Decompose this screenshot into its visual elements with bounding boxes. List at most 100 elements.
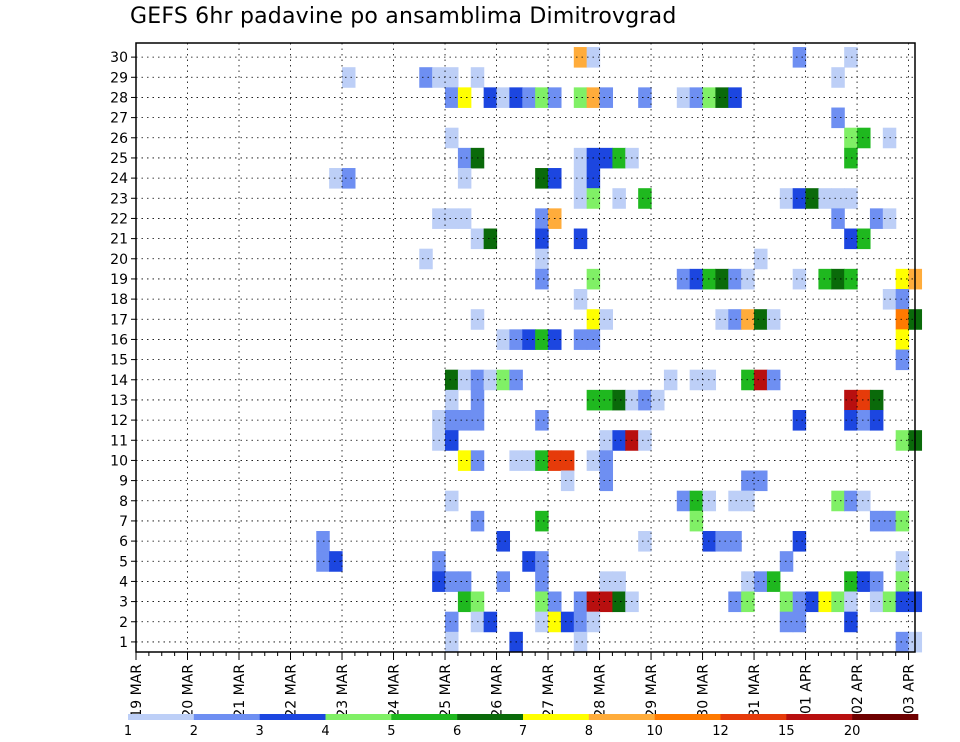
precip-cell: [522, 329, 536, 350]
precip-cell: [766, 309, 781, 330]
y-tick-label: 14: [110, 373, 128, 389]
precip-cell: [573, 47, 588, 68]
precip-cell: [869, 389, 884, 411]
precip-cell: [689, 268, 704, 290]
y-tick-label: 12: [110, 413, 128, 429]
precip-cell: [599, 430, 614, 451]
precip-cell: [844, 188, 858, 209]
y-tick-label: 6: [119, 534, 128, 550]
precip-cell: [728, 591, 742, 613]
precip-cell: [457, 168, 472, 189]
y-tick-label: 27: [110, 111, 128, 127]
precip-cell: [895, 551, 910, 572]
precip-cell: [612, 571, 626, 592]
precip-cell: [638, 188, 652, 209]
precip-cell: [573, 611, 588, 633]
precip-cell: [831, 107, 845, 129]
y-axis-ticks: 1234567891011121314151617181920212223242…: [110, 50, 136, 651]
precip-cell: [831, 188, 845, 209]
legend-label: 1: [124, 724, 132, 739]
precip-cell: [715, 268, 729, 290]
precip-cell: [457, 410, 472, 431]
y-tick-label: 11: [110, 433, 128, 449]
x-tick-label: 01 APR: [799, 664, 815, 714]
y-tick-label: 3: [119, 595, 128, 611]
precip-cell: [844, 410, 858, 431]
plot-frame: [135, 42, 916, 653]
precip-cell: [818, 268, 832, 290]
x-tick-label: 30 MAR: [696, 664, 712, 718]
precip-cell: [779, 591, 794, 613]
precip-cell: [535, 87, 549, 108]
precip-cell: [895, 329, 910, 350]
precip-cell: [844, 611, 858, 633]
legend-label: 2: [190, 724, 198, 739]
precip-cell: [457, 450, 472, 471]
precip-cell: [689, 490, 704, 512]
y-tick-label: 13: [110, 393, 128, 409]
precip-cell: [831, 67, 845, 88]
precip-cell: [535, 551, 549, 572]
precip-cell: [612, 389, 626, 411]
precip-cell: [445, 389, 459, 411]
precip-cell: [779, 188, 794, 209]
precip-cell: [560, 470, 575, 492]
precip-cell: [483, 228, 498, 250]
x-tick-label: 03 APR: [902, 664, 918, 714]
precip-cell: [599, 147, 614, 169]
y-tick-label: 26: [110, 131, 128, 147]
y-tick-label: 21: [110, 232, 128, 248]
x-axis-ticks: 19 MAR 20 MAR 21 MAR 22 MAR 23 MAR 24 MAR 25 M…: [129, 652, 918, 718]
precip-cell: [457, 87, 472, 108]
x-tick-label: 27 MAR: [541, 664, 557, 718]
precip-cell: [766, 369, 781, 391]
precip-cell: [792, 410, 807, 431]
precip-cell: [535, 208, 549, 229]
precip-cell: [766, 571, 781, 592]
y-tick-label: 9: [119, 474, 128, 490]
precip-cells: [316, 47, 923, 653]
legend-swatch: [391, 714, 458, 720]
legend-swatch: [193, 714, 260, 720]
precip-cell: [792, 268, 807, 290]
precip-cell: [638, 87, 652, 108]
precip-cell: [496, 369, 511, 391]
precip-cell: [676, 87, 691, 108]
precip-cell: [728, 490, 742, 512]
precip-cell: [857, 571, 871, 592]
precip-cell: [754, 248, 768, 270]
precip-cell: [895, 309, 910, 330]
legend-swatch: [852, 714, 919, 720]
precip-cell: [831, 208, 845, 229]
precip-cell: [522, 450, 536, 471]
precip-cell: [573, 329, 588, 350]
precip-cell: [805, 591, 820, 613]
legend-label: 10: [646, 724, 663, 739]
precip-cell: [792, 188, 807, 209]
precip-cell: [895, 349, 910, 371]
precip-cell: [457, 571, 472, 592]
legend-swatch: [786, 714, 853, 720]
precip-cell: [844, 228, 858, 250]
y-tick-label: 18: [110, 292, 128, 308]
grid-lines: [136, 43, 915, 652]
x-tick-label: 25 MAR: [438, 664, 454, 718]
y-tick-label: 5: [119, 554, 128, 570]
precip-cell: [651, 389, 665, 411]
precip-cell: [612, 591, 626, 613]
precip-cell: [844, 571, 858, 592]
x-tick-label: 22 MAR: [284, 664, 300, 718]
precip-cell: [535, 450, 549, 471]
precip-cell: [779, 551, 794, 572]
precip-cell: [844, 591, 858, 613]
legend-swatch: [128, 714, 195, 720]
precip-cell: [573, 289, 588, 310]
precip-cell: [754, 470, 768, 492]
precip-cell: [831, 268, 845, 290]
precip-cell: [844, 147, 858, 169]
y-tick-label: 25: [110, 151, 128, 167]
precip-cell: [612, 430, 626, 451]
x-tick-label: 26 MAR: [490, 664, 506, 718]
precip-cell: [535, 510, 549, 532]
precip-cell: [754, 571, 768, 592]
